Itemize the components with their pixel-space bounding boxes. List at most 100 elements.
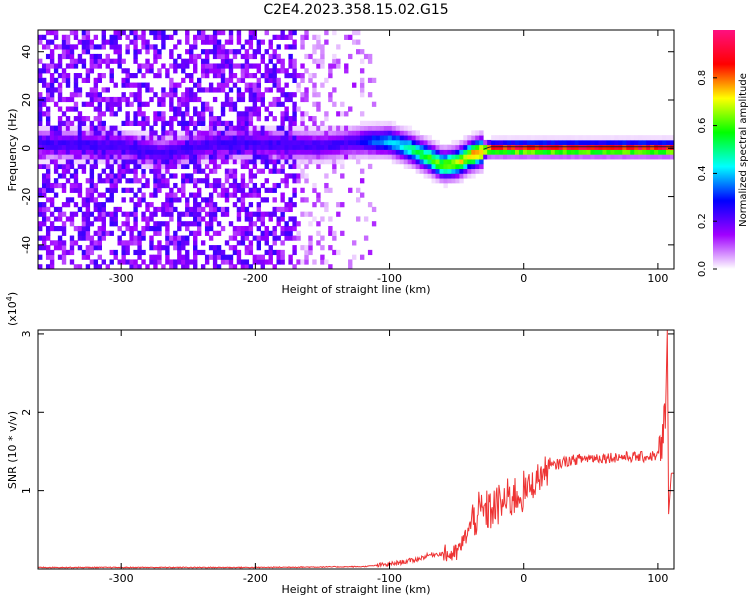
spectrogram-cell xyxy=(467,163,472,170)
spectrogram-cell xyxy=(41,202,47,208)
spectrogram-cell xyxy=(200,264,206,269)
spectrogram-cell xyxy=(109,39,114,45)
spectrogram-cell xyxy=(117,63,122,69)
spectrogram-cell xyxy=(336,125,341,131)
spectrogram-cell xyxy=(411,130,417,136)
spectrogram-cell xyxy=(252,73,258,79)
spectrogram-cell xyxy=(542,139,548,146)
spectrogram-cell xyxy=(264,130,269,136)
spectrogram-cell xyxy=(300,245,305,251)
spectrogram-cell xyxy=(582,149,587,155)
spectrogram-cell xyxy=(471,149,476,155)
spectrogram-cell xyxy=(336,135,341,141)
spectrogram-cell xyxy=(65,197,71,203)
spectrogram-cell xyxy=(193,82,198,88)
spectrogram-cell xyxy=(296,173,301,179)
spectrogram-cell xyxy=(89,92,95,98)
spectrogram-cell xyxy=(49,202,55,208)
spectrogram-cell xyxy=(252,163,258,170)
spectrogram-cell xyxy=(185,92,190,98)
spectrogram-cell xyxy=(177,187,182,193)
spectrogram-cell xyxy=(193,182,198,189)
spectrogram-cell xyxy=(141,225,146,232)
spectrogram-cell xyxy=(280,225,285,232)
spectrogram-cell xyxy=(101,259,106,265)
spectrogram-cell xyxy=(312,101,317,107)
spectrogram-cell xyxy=(467,173,472,179)
spectrogram-cell xyxy=(288,34,293,40)
spectrogram-cell xyxy=(622,144,627,150)
spectrogram-cell xyxy=(272,77,277,83)
spectrogram-cell xyxy=(280,120,285,126)
spectrogram-cell xyxy=(193,149,198,155)
spectrogram-cell xyxy=(395,149,401,155)
spectrogram-cell xyxy=(511,154,516,160)
spectrogram-cell xyxy=(399,135,405,141)
spectrogram-cell xyxy=(65,77,71,83)
spectrogram-cell xyxy=(101,154,106,160)
spectrogram-cell xyxy=(85,154,91,160)
spectrogram-cell xyxy=(38,106,43,112)
spectrogram-cell xyxy=(216,82,222,88)
spectrogram-cell xyxy=(244,225,250,232)
spectrogram-cell xyxy=(383,149,389,155)
spectrogram-cell xyxy=(173,87,178,93)
spectrogram-cell xyxy=(463,163,468,170)
spectrogram-cell xyxy=(276,101,281,107)
spectrogram-cell xyxy=(288,202,293,208)
spectrogram-cell xyxy=(125,77,130,83)
spectrogram-cell xyxy=(197,139,202,146)
spectrogram-cell xyxy=(288,116,293,122)
spectrogram-cell xyxy=(109,144,114,150)
spectrogram-cell xyxy=(503,144,508,150)
spectrogram-cell xyxy=(300,120,305,126)
spectrogram-cell xyxy=(109,101,114,107)
spectrogram-cell xyxy=(161,202,166,208)
spectrogram-cell xyxy=(328,144,333,150)
spectrogram-cell xyxy=(212,39,218,45)
spectrogram-cell xyxy=(81,211,87,217)
spectrogram-cell xyxy=(232,154,238,160)
spectrogram-cell xyxy=(292,106,297,112)
spectrogram-cell xyxy=(618,144,623,150)
spectrogram-cell xyxy=(240,163,246,170)
spectrogram-cell xyxy=(216,49,222,55)
spectrogram-cell xyxy=(57,254,63,260)
spectrogram-cell xyxy=(85,149,91,155)
spectrogram-cell xyxy=(69,221,75,227)
x-tick-label: -300 xyxy=(109,572,134,585)
spectrogram-cell xyxy=(85,101,91,107)
spectrogram-cell xyxy=(41,34,47,40)
spectrogram-cell xyxy=(224,173,230,179)
spectrogram-cell xyxy=(200,30,206,36)
spectrogram-cell xyxy=(240,96,246,103)
spectrogram-cell xyxy=(204,68,210,74)
spectrogram-cell xyxy=(117,130,122,136)
spectrogram-cell xyxy=(336,144,341,150)
spectrogram-cell xyxy=(101,144,106,150)
spectrogram-cell xyxy=(371,206,377,213)
spectrogram-cell xyxy=(670,144,674,150)
spectrogram-cell xyxy=(161,135,166,141)
spectrogram-cell xyxy=(459,173,464,179)
spectrogram-cell xyxy=(264,139,269,146)
spectrogram-cell xyxy=(85,135,91,141)
spectrogram-cell xyxy=(391,159,397,165)
spectrogram-cell xyxy=(212,87,218,93)
spectrogram-cell xyxy=(284,202,289,208)
spectrogram-cell xyxy=(280,259,285,265)
spectrogram-cell xyxy=(129,264,134,269)
spectrogram-cell xyxy=(53,101,59,107)
spectrogram-cell xyxy=(224,49,230,55)
spectrogram-cell xyxy=(308,125,313,131)
spectrogram-cell xyxy=(423,154,428,160)
spectrogram-cell xyxy=(173,264,178,269)
spectrogram-cell xyxy=(236,154,242,160)
spectrogram-cell xyxy=(415,149,420,155)
spectrogram-cell xyxy=(157,230,162,236)
spectrogram-cell xyxy=(141,39,146,45)
spectrogram-cell xyxy=(276,44,281,50)
spectrogram-cell xyxy=(336,58,341,64)
spectrogram-cell xyxy=(129,120,134,126)
spectrogram-cell xyxy=(165,259,170,265)
